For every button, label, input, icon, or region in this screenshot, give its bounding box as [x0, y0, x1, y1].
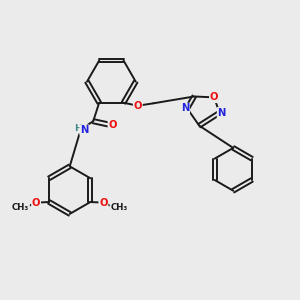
- Text: O: O: [108, 120, 117, 130]
- Text: O: O: [134, 101, 142, 111]
- Text: CH₃: CH₃: [110, 203, 127, 212]
- Text: O: O: [210, 92, 218, 102]
- Text: O: O: [99, 198, 108, 208]
- Text: N: N: [80, 125, 88, 135]
- Text: N: N: [181, 103, 189, 113]
- Text: H: H: [74, 124, 82, 133]
- Text: O: O: [32, 198, 40, 208]
- Text: N: N: [218, 108, 226, 118]
- Text: CH₃: CH₃: [12, 203, 29, 212]
